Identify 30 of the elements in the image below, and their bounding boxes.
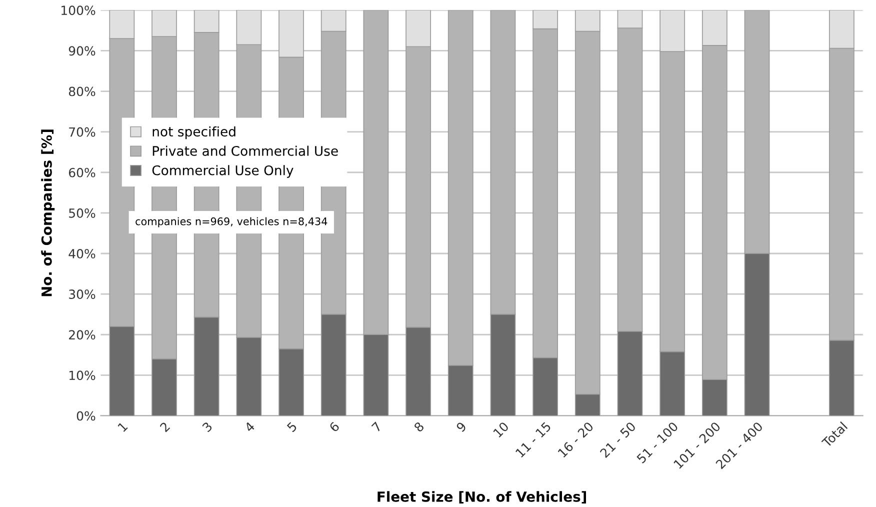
x-tick-label: 16 - 20 bbox=[557, 421, 594, 458]
x-tick-label: 2 bbox=[159, 422, 170, 432]
x-tick-label: 4 bbox=[244, 421, 256, 433]
x-tick-label: 10 bbox=[492, 421, 510, 438]
x-tick-label: 21 - 50 bbox=[599, 421, 636, 458]
x-tick-label: 8 bbox=[413, 421, 425, 432]
x-tick-label: 7 bbox=[371, 422, 382, 432]
y-axis-title: No. of Companies [%] bbox=[41, 130, 55, 296]
x-axis-title: Fleet Size [No. of Vehicles] bbox=[378, 491, 586, 504]
x-tick-label: 6 bbox=[328, 421, 340, 432]
x-tick-label: 5 bbox=[286, 422, 298, 432]
y-tick-label: 40% bbox=[68, 248, 96, 258]
y-tick-label: 60% bbox=[68, 168, 96, 178]
x-tick-label: 3 bbox=[202, 421, 213, 432]
y-tick-label: 90% bbox=[68, 46, 96, 56]
legend-label: not specified bbox=[152, 126, 236, 140]
y-tick-label: 80% bbox=[68, 86, 96, 96]
y-tick-label: 30% bbox=[69, 290, 96, 299]
legend-label: Private and Commercial Use bbox=[152, 146, 338, 156]
y-tick-label: 70% bbox=[69, 127, 96, 137]
y-tick-label: 50% bbox=[69, 208, 96, 218]
annotation: companies n=969, vehicles n=8,434 bbox=[136, 217, 328, 228]
y-tick-label: 100% bbox=[62, 6, 96, 16]
x-tick-label: 11 - 15 bbox=[515, 422, 552, 458]
y-tick-label: 20% bbox=[69, 330, 96, 340]
y-tick-label: 10% bbox=[69, 370, 96, 380]
y-tick-label: 0% bbox=[76, 411, 96, 421]
x-tick-label: 1 bbox=[118, 422, 128, 432]
x-tick-label: 9 bbox=[456, 421, 467, 433]
legend-label: Commercial Use Only bbox=[152, 165, 294, 178]
